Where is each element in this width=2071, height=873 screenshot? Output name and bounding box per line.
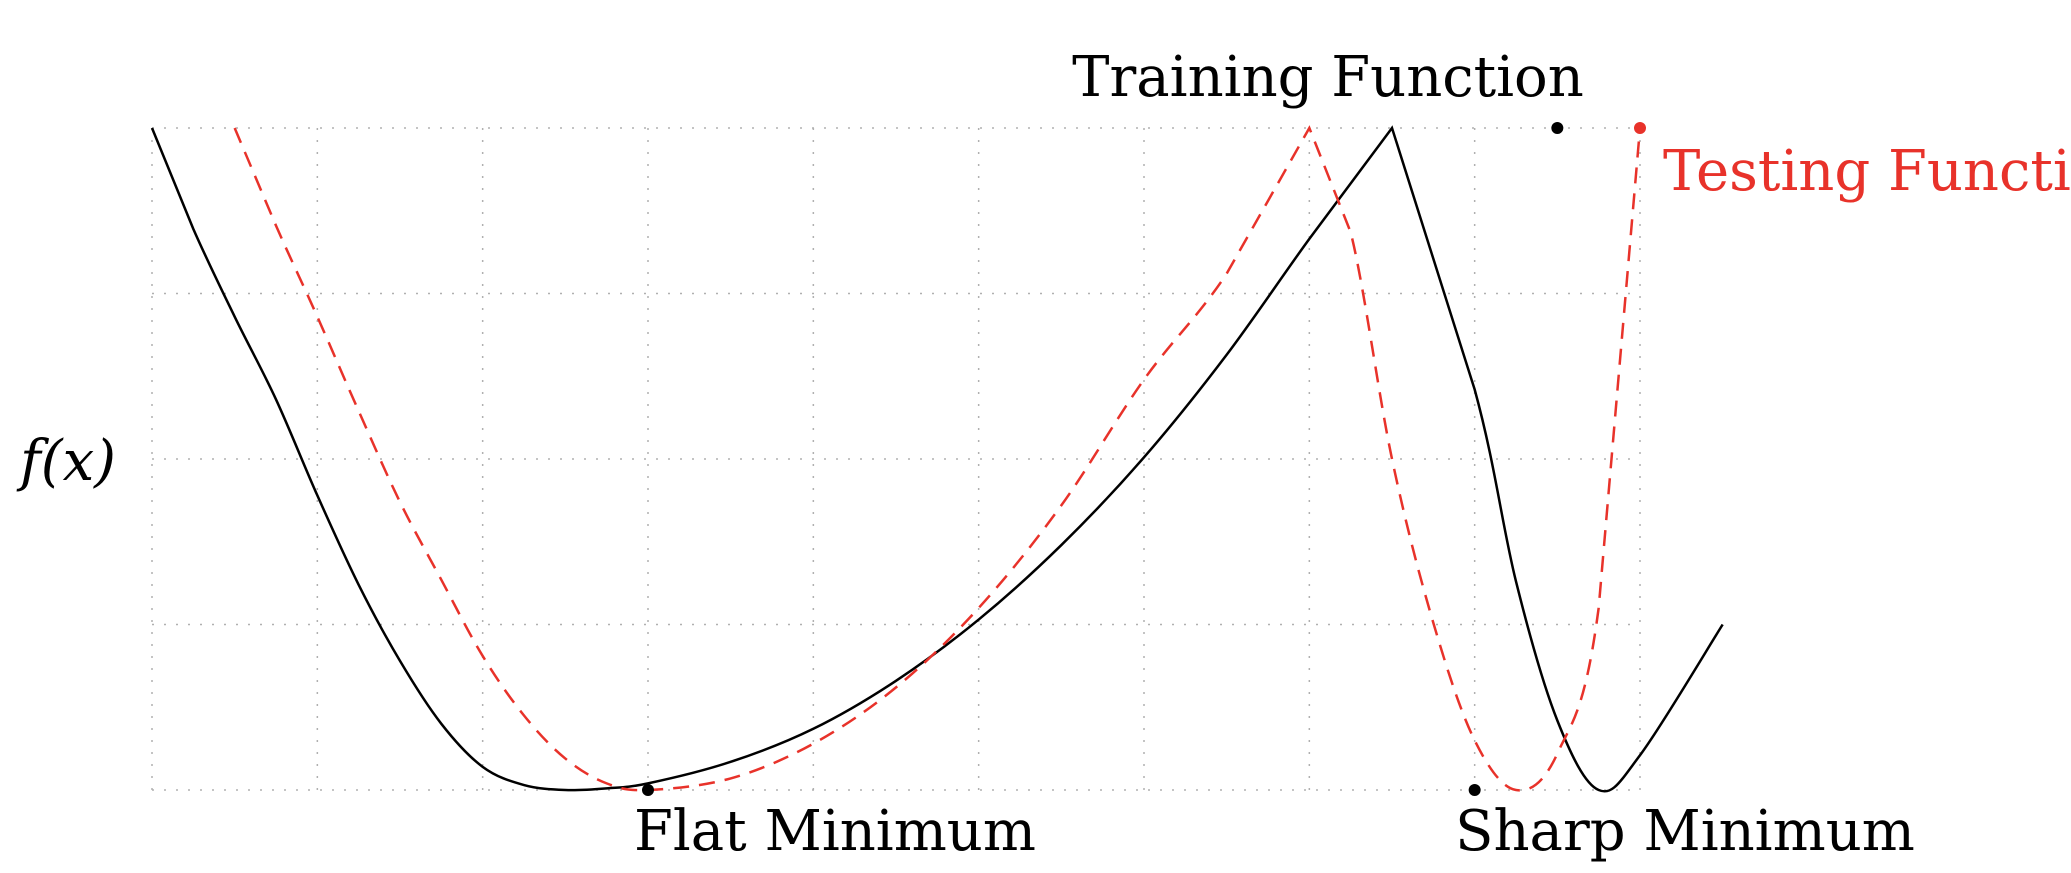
grid-lines (151, 127, 1641, 791)
flat-minimum-label: Flat Minimum (634, 799, 1036, 864)
training-function-label: Training Function (1072, 45, 1584, 110)
testing-function-line (233, 125, 1642, 792)
sharp-minimum-label: Sharp Minimum (1455, 799, 1915, 864)
y-axis-label: f(x) (16, 429, 116, 494)
curves (150, 125, 1724, 793)
data-point (1468, 784, 1481, 796)
data-point (1634, 122, 1646, 134)
marker-points (642, 122, 1646, 796)
training-function-line (150, 125, 1724, 793)
data-point (1551, 122, 1564, 134)
data-point (642, 784, 654, 796)
testing-function-label: Testing Function (1663, 139, 2071, 204)
